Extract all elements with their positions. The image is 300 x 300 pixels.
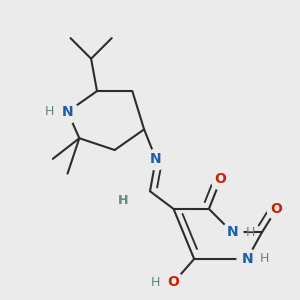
Text: H: H: [151, 276, 160, 289]
Text: H: H: [119, 194, 128, 207]
Text: H: H: [260, 252, 269, 266]
Text: N: N: [150, 152, 162, 166]
Text: N: N: [242, 252, 253, 266]
Text: H: H: [118, 194, 129, 207]
Text: N: N: [226, 225, 238, 239]
Text: O: O: [168, 275, 179, 290]
Text: H: H: [45, 105, 55, 118]
Text: H: H: [245, 226, 255, 239]
Text: O: O: [271, 202, 283, 216]
Text: N: N: [62, 105, 74, 119]
Text: O: O: [215, 172, 226, 186]
